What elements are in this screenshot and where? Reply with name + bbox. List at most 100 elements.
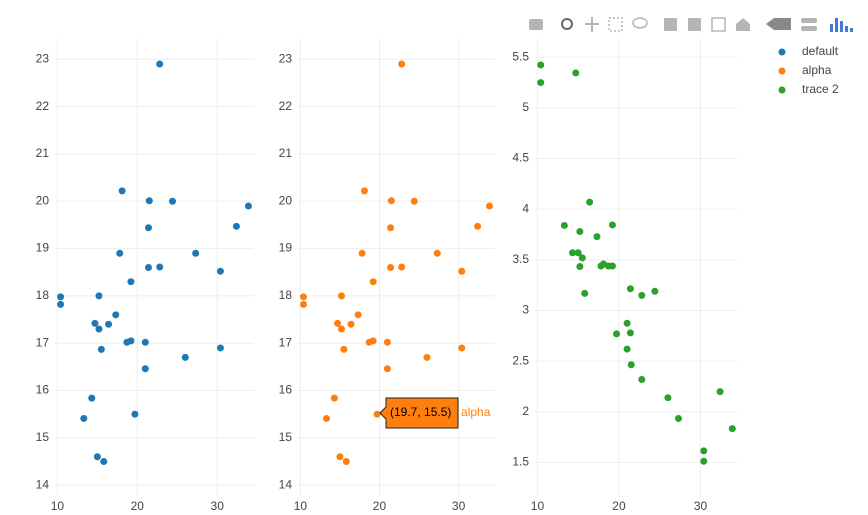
marker: [216, 267, 224, 275]
y-tick-label: 3: [522, 303, 529, 317]
box-select-button[interactable]: [608, 17, 623, 32]
x-tick-label: 30: [211, 499, 225, 513]
legend-item[interactable]: alpha: [778, 63, 832, 77]
y-tick-label: 20: [36, 193, 50, 207]
marker: [118, 187, 126, 195]
marker: [608, 262, 616, 270]
marker: [334, 319, 342, 327]
x-tick-label: 30: [452, 499, 466, 513]
pan-button[interactable]: [585, 17, 599, 32]
autoscale-button[interactable]: [711, 17, 726, 32]
x-tick-label: 30: [694, 499, 708, 513]
y-tick-label: 22: [36, 99, 50, 113]
y-tick-label: 18: [36, 288, 50, 302]
hover-compare-button[interactable]: [801, 26, 817, 31]
legend-label: trace 2: [802, 82, 839, 96]
marker: [664, 394, 672, 402]
y-tick-label: 5: [522, 100, 529, 114]
marker: [336, 453, 344, 461]
reset-button[interactable]: [736, 18, 750, 31]
y-tick-label: 14: [36, 477, 50, 491]
lasso-button[interactable]: [632, 17, 648, 29]
marker: [458, 267, 466, 275]
marker: [373, 410, 381, 418]
y-tick-label: 21: [36, 146, 50, 160]
zoom-in-button[interactable]: [664, 18, 677, 31]
y-tick-label: 2: [522, 404, 529, 418]
marker: [569, 249, 577, 257]
legend-marker: [778, 48, 786, 56]
marker: [340, 345, 348, 353]
marker: [244, 202, 252, 210]
y-tick-label: 15: [36, 430, 50, 444]
marker: [651, 287, 659, 295]
marker: [156, 60, 164, 68]
y-tick-label: 20: [279, 193, 293, 207]
marker: [576, 262, 584, 270]
y-tick-label: 3.5: [512, 252, 529, 266]
marker: [387, 224, 395, 232]
y-tick-label: 2.5: [512, 353, 529, 367]
x-tick-label: 10: [294, 499, 308, 513]
y-tick-label: 19: [36, 241, 50, 255]
marker: [387, 264, 395, 271]
camera-button[interactable]: [529, 19, 543, 30]
legend-item[interactable]: default: [778, 44, 839, 58]
marker: [369, 278, 377, 286]
y-tick-label: 17: [279, 335, 293, 349]
marker: [485, 202, 493, 210]
marker: [338, 292, 346, 300]
marker: [608, 221, 616, 229]
marker: [342, 458, 350, 466]
marker: [156, 263, 164, 271]
marker: [232, 222, 240, 230]
marker: [141, 338, 149, 346]
marker: [576, 228, 584, 236]
marker: [80, 414, 88, 422]
marker: [145, 224, 153, 232]
marker: [700, 457, 708, 465]
y-tick-label: 16: [279, 383, 293, 397]
y-tick-label: 17: [36, 335, 50, 349]
marker: [300, 300, 308, 308]
spike-button[interactable]: [766, 18, 791, 30]
y-tick-label: 18: [279, 288, 293, 302]
y-tick-label: 1.5: [512, 455, 529, 469]
marker: [387, 197, 395, 205]
hover-box: [379, 397, 459, 429]
marker: [57, 300, 65, 308]
zoom-out-button[interactable]: [688, 18, 701, 31]
marker: [57, 293, 65, 301]
marker: [216, 344, 224, 352]
marker: [192, 249, 200, 257]
marker: [145, 264, 153, 271]
marker: [700, 447, 708, 455]
marker: [578, 254, 586, 262]
x-tick-label: 20: [373, 499, 387, 513]
x-tick-label: 10: [51, 499, 65, 513]
y-tick-label: 22: [279, 99, 293, 113]
marker: [100, 458, 108, 466]
marker: [95, 325, 103, 333]
plotly-logo[interactable]: [830, 18, 853, 32]
legend-item[interactable]: trace 2: [778, 82, 840, 96]
zoom-button[interactable]: [561, 18, 573, 30]
marker: [716, 388, 724, 396]
marker: [613, 330, 621, 338]
marker: [728, 425, 736, 433]
marker: [410, 197, 418, 205]
marker: [537, 61, 545, 69]
marker: [626, 285, 634, 293]
marker: [433, 249, 441, 257]
y-tick-label: 21: [279, 146, 293, 160]
marker: [586, 198, 594, 206]
hover-closest-button[interactable]: [801, 18, 817, 23]
y-tick-label: 4: [522, 201, 529, 215]
marker: [330, 394, 338, 402]
y-tick-label: 14: [279, 477, 293, 491]
marker: [116, 249, 124, 257]
marker: [626, 329, 634, 337]
marker: [141, 365, 149, 373]
hover-trace-name: alpha: [461, 405, 491, 419]
